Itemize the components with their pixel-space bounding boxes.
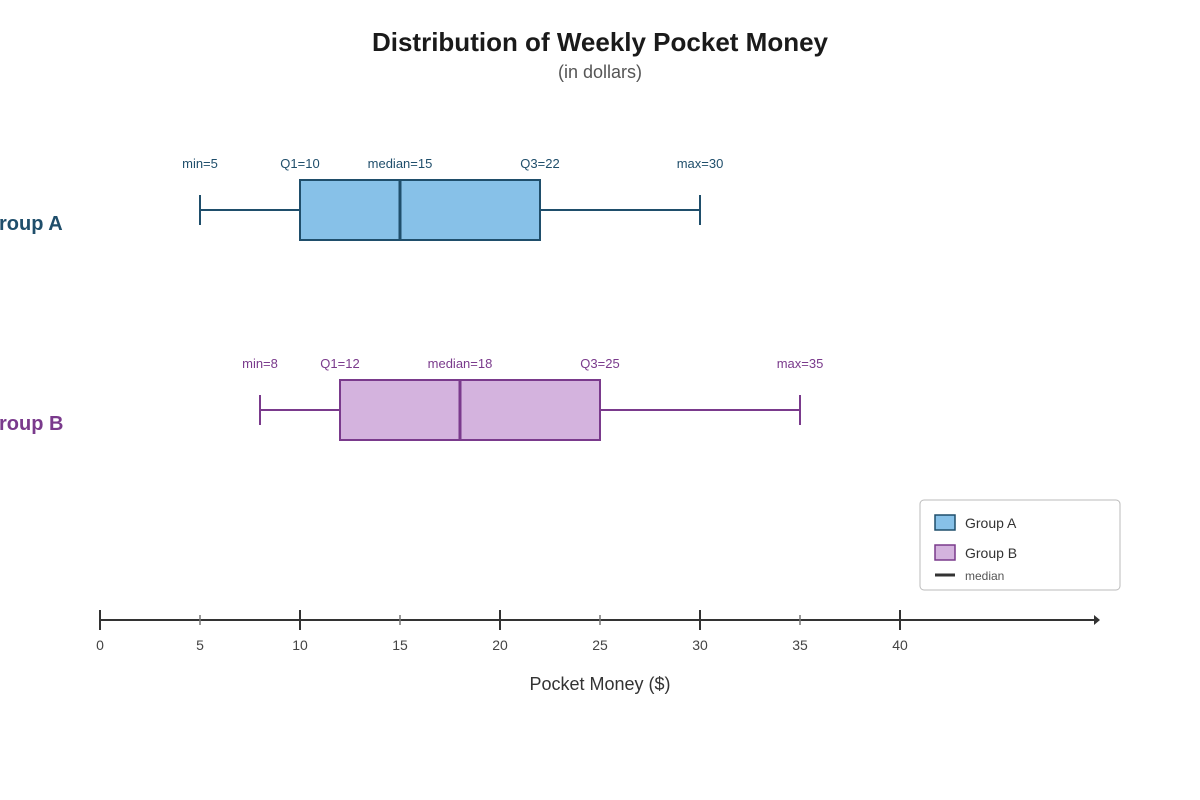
x-tick-label: 30 (692, 637, 708, 653)
x-tick-label: 0 (96, 637, 104, 653)
group-b-iqr-box (339, 379, 601, 441)
legend-label-group-b: Group B (965, 545, 1017, 561)
legend-frame (919, 499, 1121, 591)
legend-swatch-group-b (934, 544, 956, 561)
chart-title: Distribution of Weekly Pocket Money (372, 27, 829, 57)
group-a-row-label: roup A (0, 213, 63, 235)
x-tick-label: 10 (292, 637, 308, 653)
chart-subtitle: (in dollars) (558, 62, 642, 82)
x-axis-arrow (1094, 615, 1100, 625)
x-tick-label: 40 (892, 637, 908, 653)
group-b-q1-label: Q1=12 (320, 356, 359, 371)
legend: Group A Group B median (919, 499, 1121, 591)
group-a-median-label: median=15 (368, 156, 433, 171)
legend-swatch-group-a (934, 514, 956, 531)
group-a-min-label: min=5 (182, 156, 218, 171)
x-axis-label: Pocket Money ($) (529, 674, 670, 694)
group-a-max-label: max=30 (677, 156, 724, 171)
x-tick-label: 25 (592, 637, 608, 653)
group-b-max-label: max=35 (777, 356, 824, 371)
group-b-boxplot: roup B min=8 Q1=12 median=18 Q3=25 max=35 (0, 356, 824, 441)
x-axis: 0 5 10 15 20 25 30 35 40 (96, 610, 1100, 653)
group-b-row-label: roup B (0, 413, 63, 435)
group-b-median-label: median=18 (428, 356, 493, 371)
x-tick-label: 20 (492, 637, 508, 653)
group-a-q3-label: Q3=22 (520, 156, 559, 171)
group-b-min-label: min=8 (242, 356, 278, 371)
x-tick-label: 35 (792, 637, 808, 653)
legend-label-group-a: Group A (965, 515, 1017, 531)
group-a-boxplot: roup A min=5 Q1=10 median=15 Q3=22 max=30 (0, 156, 724, 241)
legend-label-median: median (965, 569, 1004, 583)
group-a-q1-label: Q1=10 (280, 156, 319, 171)
group-a-iqr-box (299, 179, 541, 241)
x-tick-label: 15 (392, 637, 408, 653)
x-tick-label: 5 (196, 637, 204, 653)
group-b-q3-label: Q3=25 (580, 356, 619, 371)
